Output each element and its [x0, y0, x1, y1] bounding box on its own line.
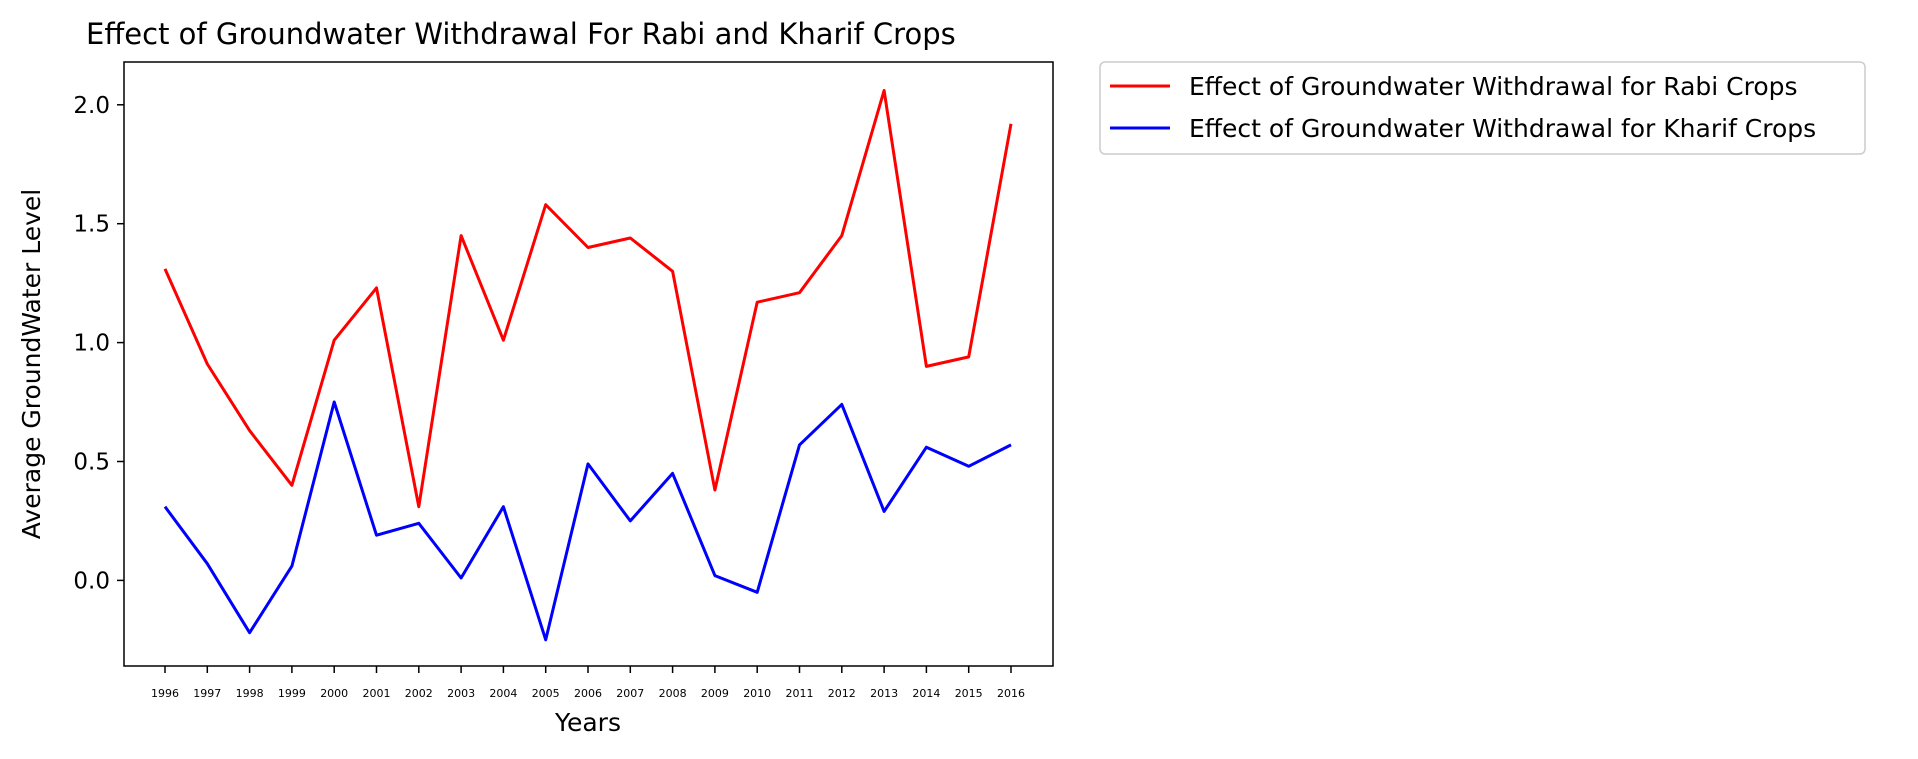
- series-lines: [163, 89, 1013, 642]
- x-tick-label: 2005: [532, 687, 560, 700]
- x-tick-label: 2016: [997, 687, 1025, 700]
- y-tick-label: 1.5: [73, 212, 110, 238]
- x-tick-label: 2001: [363, 687, 391, 700]
- chart-title: Effect of Groundwater Withdrawal For Rab…: [86, 17, 956, 51]
- x-tick-label: 2002: [405, 687, 433, 700]
- series-line-rabi: [163, 89, 1013, 509]
- legend-frame: [1099, 61, 1866, 155]
- y-tick-label: 2.0: [73, 93, 110, 119]
- x-tick-label: 2015: [955, 687, 983, 700]
- y-tick-label: 0.5: [73, 449, 110, 475]
- x-tick-label: 2014: [912, 687, 940, 700]
- legend: Effect of Groundwater Withdrawal for Rab…: [1099, 61, 1866, 155]
- x-tick-label: 2004: [489, 687, 517, 700]
- x-tick-label: 1997: [193, 687, 221, 700]
- x-tick-label: 2008: [659, 687, 687, 700]
- series-line-kharif: [163, 400, 1012, 642]
- x-tick-label: 2007: [616, 687, 644, 700]
- x-tick-label: 1996: [151, 687, 179, 700]
- x-tick-label: 1999: [278, 687, 306, 700]
- x-tick-label: 2013: [870, 687, 898, 700]
- legend-label-rabi: Effect of Groundwater Withdrawal for Rab…: [1189, 72, 1798, 101]
- x-tick-label: 2010: [743, 687, 771, 700]
- x-axis-label: Years: [554, 708, 621, 737]
- x-tick-label: 2011: [786, 687, 814, 700]
- x-tick-label: 1998: [236, 687, 264, 700]
- x-tick-label: 2000: [320, 687, 348, 700]
- x-axis: 1996 1997 1998 1999 2000 2001 2002 2003 2004 2005…: [151, 666, 1025, 700]
- y-axis-label: Average GroundWater Level: [17, 189, 46, 539]
- legend-label-kharif: Effect of Groundwater Withdrawal for Kha…: [1189, 114, 1816, 143]
- x-tick-label: 2009: [701, 687, 729, 700]
- x-tick-label: 2003: [447, 687, 475, 700]
- x-tick-label: 2012: [828, 687, 856, 700]
- plot-area-frame: [123, 61, 1054, 667]
- y-tick-label: 1.0: [73, 331, 110, 357]
- y-tick-label: 0.0: [73, 568, 110, 594]
- x-tick-label: 2006: [574, 687, 602, 700]
- y-axis: 0.0 0.5 1.0 1.5 2.0: [73, 93, 124, 594]
